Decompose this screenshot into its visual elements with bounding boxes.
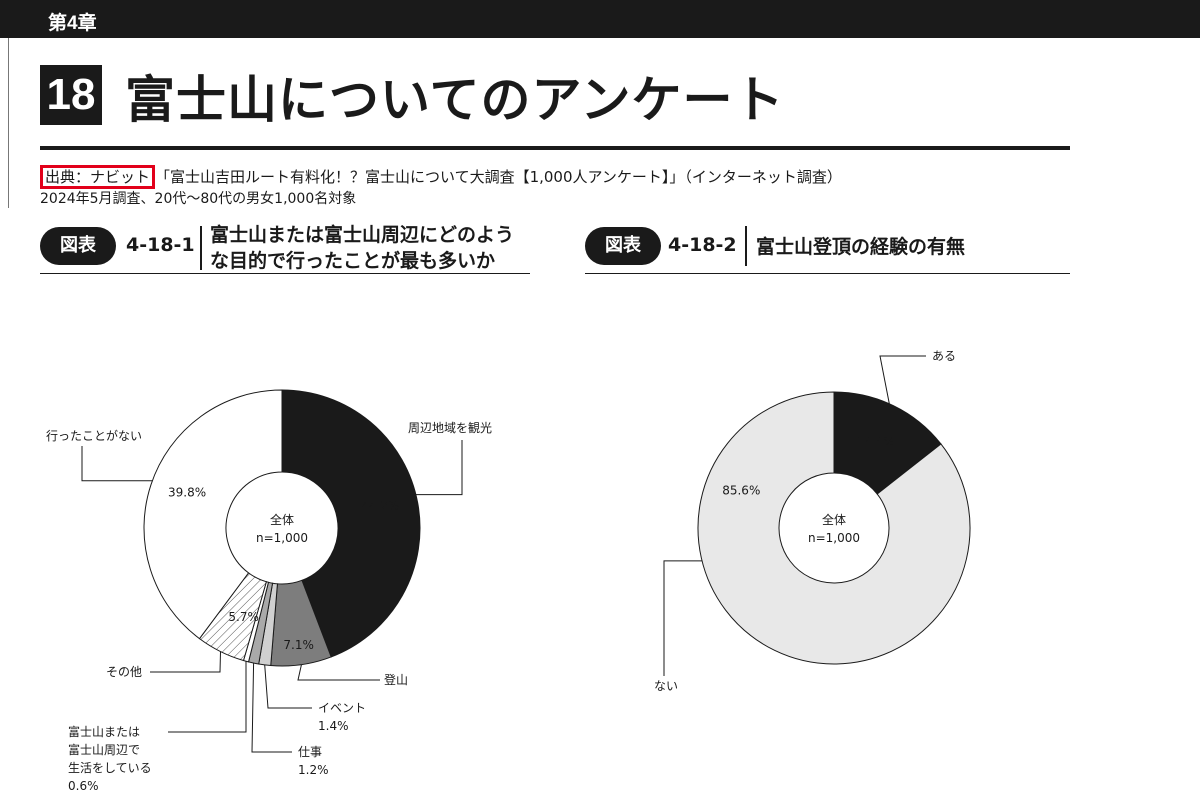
leader-line [879, 355, 926, 404]
slice-value: 1.4% [318, 719, 349, 733]
center-sublabel: n=1,000 [808, 531, 860, 545]
leader-line [150, 651, 222, 673]
leader-line [297, 664, 380, 681]
slice-value: 85.6% [722, 484, 760, 498]
figure-title: 富士山登頂の経験の有無 [756, 236, 966, 258]
slice-label: 行ったことがない [46, 428, 142, 443]
figure-title-line: な目的で行ったことが最も多いか [210, 250, 496, 272]
leader-line [663, 560, 703, 676]
figure-number: 4-18-1 [126, 234, 195, 256]
slice-label: 周辺地域を観光 [408, 421, 492, 435]
leader-line [264, 664, 312, 709]
figure-title-line: 富士山または富士山周辺にどのよう [210, 224, 515, 246]
slice-value: 7.1% [283, 638, 314, 652]
slice-value: 44.2% [361, 499, 399, 513]
center-sublabel: n=1,000 [256, 531, 308, 545]
slice-label: 生活をしている [68, 761, 152, 775]
source-tag: 出典：ナビット [40, 165, 156, 189]
leader-line [168, 661, 247, 733]
survey-date-line: 2024年5月調査、20代～80代の男女1,000名対象 [40, 191, 357, 207]
leader-line [81, 446, 153, 482]
slice-value: 0.6% [68, 779, 99, 793]
slice-label: 富士山または [68, 724, 140, 739]
figure-title: 富士山または富士山周辺にどのよう な目的で行ったことが最も多いか [210, 222, 514, 274]
center-label: 全体 [822, 512, 846, 527]
source-line: 出典：ナビット 「富士山吉田ルート有料化！？富士山について大調査【1,000人アン… [40, 165, 842, 189]
figure-separator [745, 226, 747, 266]
pie-slice [281, 389, 421, 658]
chapter-label: 第4章 [48, 13, 97, 34]
leader-line [415, 440, 463, 496]
figure-tag: 図表 [40, 227, 116, 265]
left-rule [8, 38, 9, 208]
slice-label: 富士山周辺で [68, 742, 140, 757]
source-text: 「富士山吉田ルート有料化！？富士山について大調査【1,000人アンケート】」（イ… [155, 168, 842, 186]
slice-value: 39.8% [168, 486, 206, 500]
title-rule [40, 146, 1070, 150]
slice-label: ない [654, 679, 678, 693]
slice-label: 仕事 [298, 745, 322, 759]
chapter-bar: 第4章 [0, 0, 1200, 38]
slice-label: イベント [318, 701, 366, 715]
slice-label: その他 [106, 665, 142, 679]
figure-tag: 図表 [585, 227, 661, 265]
figure-number: 4-18-2 [668, 234, 737, 256]
pie-slice [697, 391, 971, 665]
center-label: 全体 [270, 512, 294, 527]
figure-separator [200, 226, 202, 270]
slice-label: ある [932, 349, 956, 363]
slice-value: 5.7% [228, 610, 259, 624]
page-title: 富士山についてのアンケート [125, 71, 785, 129]
slice-value: 14.4% [857, 435, 895, 449]
slice-label: 登山 [384, 672, 408, 687]
pie-slice [143, 389, 283, 640]
section-number: 18 [40, 65, 102, 125]
figure-rule [40, 273, 530, 274]
slice-value: 1.2% [298, 763, 329, 777]
leader-line [251, 663, 292, 753]
figure-rule [585, 273, 1070, 274]
